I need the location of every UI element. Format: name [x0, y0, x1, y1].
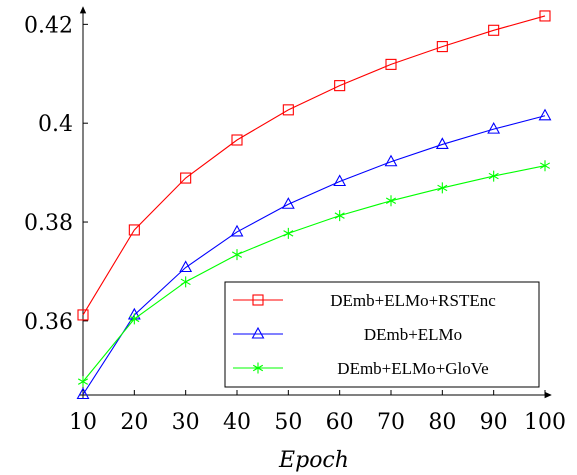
data-point: [436, 41, 448, 53]
series-square: [77, 10, 551, 321]
legend-entry: DEmb+ELMo+RSTEnc: [233, 291, 496, 310]
data-point: [488, 24, 500, 36]
data-point: [435, 137, 449, 149]
data-point: [385, 58, 397, 70]
legend-label: DEmb+ELMo+GloVe: [337, 359, 488, 378]
data-point: [538, 108, 552, 121]
series-triangle: [76, 108, 552, 400]
x-tick-label: 70: [377, 410, 405, 435]
data-point: [179, 260, 193, 273]
legend-marker: [252, 294, 264, 306]
data-point: [487, 121, 501, 134]
data-point: [437, 182, 448, 194]
x-tick-label: 100: [524, 410, 566, 435]
y-tick-label: 0.38: [24, 211, 73, 236]
legend: DEmb+ELMo+RSTEnc DEmb+ELMo DEmb+ELMo+GloVe: [224, 281, 540, 388]
data-point: [77, 309, 89, 321]
x-tick-label: 50: [274, 410, 302, 435]
series-line: [82, 15, 546, 316]
x-tick-label: 80: [428, 410, 456, 435]
x-tick-label: 10: [69, 410, 97, 435]
data-point: [283, 227, 294, 239]
series-asterisk: [77, 160, 551, 388]
y-tick-label: 0.4: [38, 112, 73, 137]
legend-entry: DEmb+ELMo: [233, 325, 462, 344]
data-point: [385, 195, 397, 207]
series-line: [82, 115, 546, 395]
series-line: [82, 165, 546, 383]
legend-marker: [252, 362, 264, 374]
x-tick-label: 90: [480, 410, 508, 435]
y-tick-label: 0.36: [24, 310, 73, 335]
data-point: [488, 170, 499, 182]
x-tick-label: 20: [120, 410, 148, 435]
x-tick-label: 40: [223, 410, 251, 435]
x-tick-label: 30: [172, 410, 200, 435]
data-point: [230, 224, 244, 237]
legend-entry: DEmb+ELMo+GloVe: [233, 359, 489, 378]
legend-label: DEmb+ELMo+RSTEnc: [330, 291, 496, 310]
data-point: [282, 104, 294, 116]
y-tick-label: 0.42: [24, 13, 73, 38]
data-point: [76, 387, 90, 400]
data-point: [77, 376, 89, 388]
data-point: [333, 174, 347, 187]
data-point: [334, 80, 346, 92]
legend-label: DEmb+ELMo: [364, 325, 462, 344]
x-axis-title: Epoch: [278, 448, 349, 473]
axes: 10 20 30 40 50 60 70 80 90 100 0.36 0.38 0.4 0.42: [24, 6, 566, 435]
x-tick-label: 60: [326, 410, 354, 435]
data-point: [281, 197, 295, 209]
data-point: [129, 313, 140, 325]
data-point: [180, 276, 191, 288]
data-point: [180, 172, 192, 184]
legend-marker: [251, 326, 265, 339]
data-point: [231, 134, 243, 146]
data-point: [384, 154, 398, 167]
data-point: [231, 249, 243, 261]
data-point: [128, 224, 140, 236]
data-point: [539, 10, 551, 22]
series-layer: [76, 10, 552, 400]
data-point: [539, 160, 551, 172]
data-point: [334, 210, 345, 222]
